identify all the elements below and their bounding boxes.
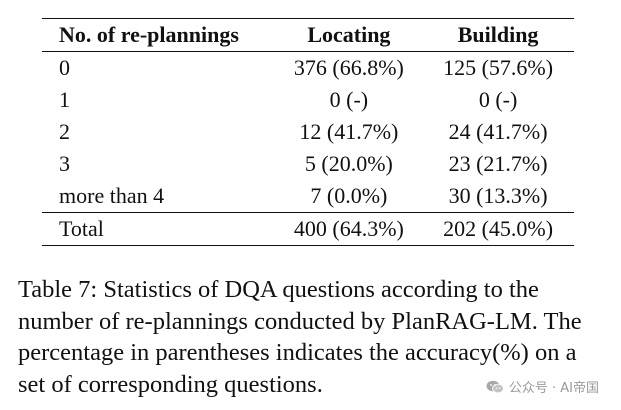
table-total-row: Total 400 (64.3%) 202 (45.0%) — [42, 212, 574, 246]
statistics-table-container: No. of re-plannings Locating Building 0 … — [42, 18, 574, 246]
cell-replannings: 1 — [59, 87, 70, 112]
watermark: 公众号 · AI帝国 — [486, 377, 599, 396]
table-row: 0 376 (66.8%) 125 (57.6%) — [42, 52, 574, 85]
header-locating: Locating — [307, 22, 391, 47]
cell-building: 125 (57.6%) — [443, 55, 554, 80]
table-row: 1 0 (-) 0 (-) — [42, 84, 574, 116]
table-row: 2 12 (41.7%) 24 (41.7%) — [42, 116, 574, 148]
watermark-text: 公众号 · AI帝国 — [508, 381, 599, 396]
table-header-row: No. of re-plannings Locating Building — [42, 18, 574, 52]
cell-building: 24 (41.7%) — [448, 119, 548, 144]
statistics-table: No. of re-plannings Locating Building 0 … — [42, 18, 574, 246]
header-replannings: No. of re-plannings — [59, 22, 239, 47]
caption-text: Statistics of DQA questions according to… — [18, 276, 582, 398]
cell-total-building: 202 (45.0%) — [443, 216, 554, 241]
cell-locating: 12 (41.7%) — [299, 119, 399, 144]
cell-locating: 0 (-) — [329, 87, 369, 112]
table-row: more than 4 7 (0.0%) 30 (13.3%) — [42, 180, 574, 213]
cell-total-label: Total — [59, 216, 104, 241]
cell-locating: 7 (0.0%) — [310, 183, 388, 208]
wechat-icon — [486, 380, 504, 393]
cell-replannings: 0 — [59, 55, 70, 80]
cell-building: 23 (21.7%) — [448, 151, 548, 176]
caption-label: Table 7: — [18, 276, 98, 303]
cell-replannings: 3 — [59, 151, 70, 176]
cell-building: 0 (-) — [478, 87, 518, 112]
cell-total-locating: 400 (64.3%) — [293, 216, 404, 241]
cell-locating: 376 (66.8%) — [293, 55, 404, 80]
cell-locating: 5 (20.0%) — [304, 151, 393, 176]
header-building: Building — [457, 22, 539, 47]
table-caption: Table 7: Statistics of DQA questions acc… — [18, 274, 608, 400]
table-row: 3 5 (20.0%) 23 (21.7%) — [42, 148, 574, 180]
cell-replannings: 2 — [59, 119, 70, 144]
cell-replannings: more than 4 — [59, 183, 165, 208]
cell-building: 30 (13.3%) — [448, 183, 548, 208]
